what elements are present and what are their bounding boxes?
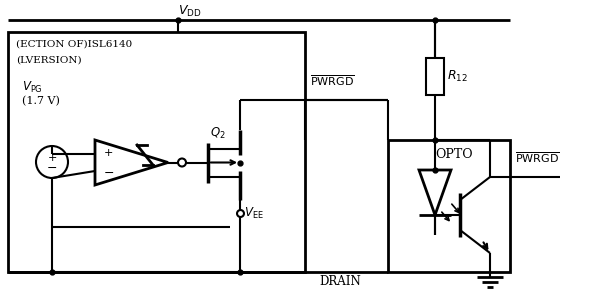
Text: $Q_2$: $Q_2$ [210, 126, 226, 141]
Text: $\overline{\rm PWRGD}$: $\overline{\rm PWRGD}$ [310, 73, 355, 88]
Text: $V_{\rm PG}$: $V_{\rm PG}$ [22, 80, 43, 95]
Text: −: − [47, 162, 57, 175]
Text: $V_{\rm EE}$: $V_{\rm EE}$ [244, 205, 264, 221]
Text: $\overline{\rm PWRGD}$: $\overline{\rm PWRGD}$ [515, 150, 560, 165]
Text: +: + [104, 148, 113, 158]
Bar [426, 58, 444, 95]
Text: DRAIN: DRAIN [319, 275, 361, 288]
Text: $V_{\rm DD}$: $V_{\rm DD}$ [178, 4, 202, 19]
Bar [388, 140, 510, 272]
Text: +: + [47, 153, 56, 163]
Text: (1.7 V): (1.7 V) [22, 96, 60, 106]
Text: $R_{12}$: $R_{12}$ [447, 68, 468, 83]
Text: −: − [104, 166, 115, 179]
Bar [8, 32, 305, 272]
Text: (ECTION OF)ISL6140: (ECTION OF)ISL6140 [16, 40, 132, 49]
Text: OPTO: OPTO [435, 148, 473, 161]
Text: (LVERSION): (LVERSION) [16, 56, 82, 65]
